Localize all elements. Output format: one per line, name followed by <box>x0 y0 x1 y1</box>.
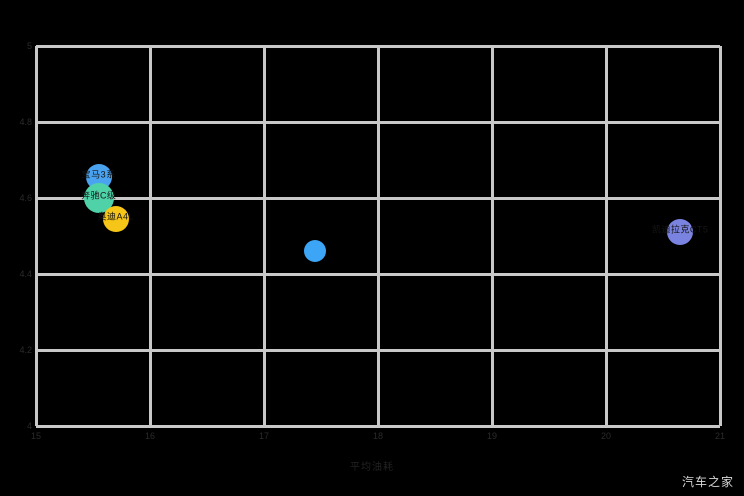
data-point[interactable] <box>667 219 694 246</box>
x-axis-title: 平均油耗 <box>350 462 394 473</box>
y-tick-label: 4.2 <box>19 345 32 355</box>
data-point-label: 凯迪拉克CT5 <box>651 224 709 235</box>
y-tick-label: 4.8 <box>19 117 32 127</box>
plot-area <box>34 44 722 428</box>
y-tick-label: 4 <box>26 421 32 431</box>
data-point-label: 奔驰C级 <box>80 190 117 201</box>
x-gridline <box>148 46 152 426</box>
y-tick-label: 4.4 <box>19 269 32 279</box>
watermark: 汽车之家 <box>681 475 734 489</box>
y-tick-label: 5 <box>26 41 32 51</box>
x-tick-label: 18 <box>372 431 384 441</box>
y-gridline <box>36 348 720 352</box>
x-gridline <box>376 46 380 426</box>
x-tick-label: 16 <box>144 431 156 441</box>
x-gridline <box>490 46 494 426</box>
y-gridline <box>36 424 720 428</box>
y-gridline <box>36 44 720 48</box>
data-point-label: 奥迪A4L <box>97 211 135 222</box>
x-tick-label: 19 <box>486 431 498 441</box>
y-tick-label: 4.6 <box>19 193 32 203</box>
x-gridline <box>604 46 608 426</box>
x-gridline <box>34 46 38 426</box>
data-point-label: 宝马3系 <box>81 169 116 180</box>
data-point[interactable] <box>102 205 129 232</box>
y-gridline <box>36 120 720 124</box>
x-tick-label: 20 <box>600 431 612 441</box>
data-point[interactable] <box>304 240 327 263</box>
x-gridline <box>718 46 722 426</box>
x-gridline <box>262 46 266 426</box>
x-tick-label: 15 <box>30 431 42 441</box>
y-gridline <box>36 272 720 276</box>
x-tick-label: 21 <box>714 431 726 441</box>
x-tick-label: 17 <box>258 431 270 441</box>
y-gridline <box>36 196 720 200</box>
